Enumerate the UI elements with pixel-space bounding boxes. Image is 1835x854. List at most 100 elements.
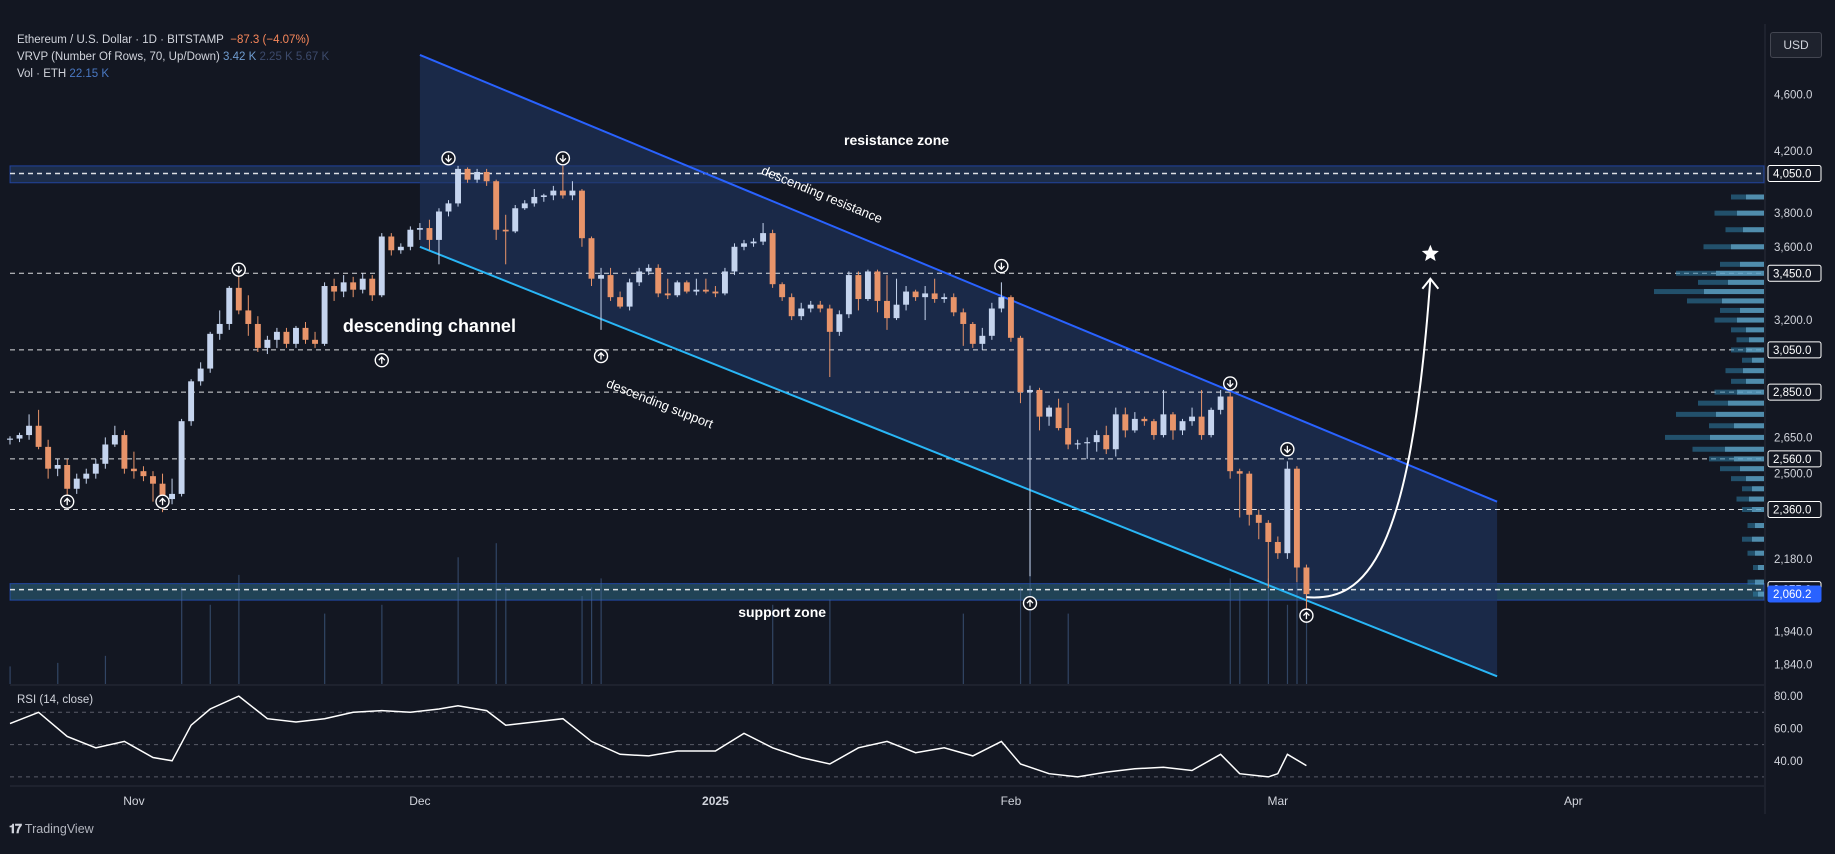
candle-body [1189, 416, 1195, 422]
candle-body [988, 308, 995, 336]
profile-bar-up [1725, 446, 1764, 452]
candle [1274, 536, 1281, 559]
arrow-up-marker-icon [593, 348, 609, 364]
vrvp-legend[interactable]: VRVP (Number Of Rows, 70, Up/Down) 3.42 … [17, 51, 329, 63]
candle [712, 286, 719, 298]
candle [493, 179, 500, 240]
candle-body [1303, 567, 1310, 595]
profile-bar-up [1734, 456, 1764, 462]
candle [1217, 389, 1224, 415]
main-pane: resistance zone support zone descending ch… [7, 54, 1765, 684]
candle-body [836, 314, 843, 332]
candle [1074, 439, 1081, 450]
candle [1131, 412, 1138, 433]
candle-body [264, 339, 271, 348]
candle [531, 189, 538, 207]
arrow-up-marker-icon [374, 353, 389, 368]
candle-body [1141, 418, 1148, 422]
marker-arrow [559, 154, 567, 163]
candle [521, 200, 528, 210]
candle-body [798, 308, 805, 317]
candle [416, 223, 423, 240]
candle-body [226, 287, 233, 324]
candle [540, 193, 547, 202]
marker-arrow [597, 351, 605, 360]
candle-body [693, 289, 700, 292]
candle-body [416, 228, 423, 230]
volume-bar [505, 587, 507, 684]
candle-body [493, 181, 500, 230]
candle [264, 335, 271, 355]
candle [1208, 407, 1215, 438]
time-tick-label: 2025 [702, 794, 729, 808]
candle-body [159, 483, 166, 500]
candle [121, 430, 128, 474]
rsi-line [9, 695, 1307, 778]
candle [1198, 389, 1205, 440]
candle-body [645, 267, 652, 272]
candle [941, 293, 948, 303]
candle-body [741, 243, 747, 247]
candle-body [788, 297, 795, 317]
candle [1284, 461, 1291, 559]
candle-body [445, 203, 452, 212]
candle-body [130, 468, 137, 472]
projection-curve [1306, 278, 1432, 599]
resistance-zone [9, 165, 1765, 184]
volume-series [9, 508, 1308, 684]
volume-legend[interactable]: Vol · ETH 22.15 K [17, 68, 109, 80]
candle [1046, 405, 1053, 426]
candle-body [550, 190, 557, 196]
candle-body [102, 444, 109, 464]
candle [607, 267, 614, 301]
candle [922, 286, 929, 321]
candle-body [807, 304, 814, 309]
support-zone-label: support zone [738, 604, 826, 620]
candle-body [197, 368, 204, 382]
profile-bar-up [1740, 307, 1764, 313]
volume-bar [104, 655, 107, 684]
candle [35, 409, 42, 450]
candle-body [45, 446, 52, 469]
candle-body [1093, 435, 1100, 443]
price-tick-label: 2,180.0 [1774, 554, 1812, 566]
candle-body [1036, 389, 1043, 417]
rsi-legend[interactable]: RSI (14, close) [17, 694, 94, 706]
candle-body [83, 473, 90, 479]
symbol-legend[interactable]: Ethereum / U.S. Dollar · 1D · BITSTAMP −… [17, 34, 310, 46]
candle [483, 168, 490, 186]
candle [1036, 387, 1043, 431]
volume-bar [381, 604, 383, 684]
candle [1017, 335, 1024, 404]
projection-arrowhead-icon [1421, 277, 1440, 290]
candle-body [607, 275, 614, 298]
candle [579, 189, 585, 247]
candle [340, 275, 347, 298]
candle-body [1246, 473, 1253, 515]
candle [16, 432, 23, 443]
candle-body [426, 228, 433, 240]
candle [760, 223, 767, 246]
rsi-tick-label: 60.00 [1774, 723, 1803, 735]
marker-arrow [1226, 379, 1234, 388]
candle-body [912, 291, 919, 298]
price-tick-label: 4,600.0 [1774, 89, 1812, 101]
profile-bar-up [1743, 368, 1764, 374]
tradingview-logo[interactable]: 𝟏𝟕 TradingView [9, 822, 94, 837]
candle [750, 238, 757, 247]
profile-bar-up [1755, 550, 1764, 556]
profile-bar-up [1716, 411, 1764, 417]
candle-body [254, 323, 261, 348]
price-level-label: 2,850.0 [1773, 387, 1811, 399]
candle [988, 302, 995, 340]
candle-body [655, 267, 662, 294]
candle-body [397, 246, 404, 251]
candle-body [1103, 435, 1110, 450]
candle-body [26, 425, 33, 436]
marker-arrow [1283, 445, 1291, 454]
profile-bar-up [1752, 507, 1764, 513]
time-tick-label: Feb [1001, 794, 1022, 808]
currency-button[interactable]: USD [1770, 32, 1822, 58]
